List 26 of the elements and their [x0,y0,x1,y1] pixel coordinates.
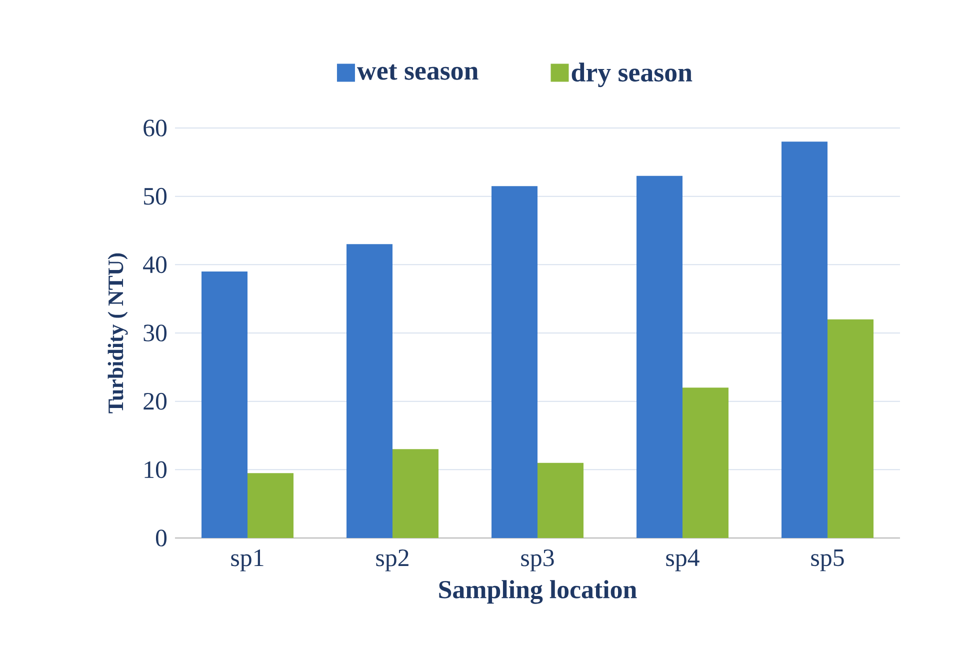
y-axis-title: Turbidity ( NTU) [108,253,128,414]
bar [682,388,729,538]
bar [492,186,538,538]
bar [782,142,828,538]
bar [636,176,683,538]
y-tick-label: 0 [156,530,167,546]
x-tick-label: sp1 [231,550,264,572]
y-tick-label: 20 [144,392,167,410]
y-tick-label: 10 [144,461,167,478]
x-tick-label: sp5 [811,550,844,572]
x-tick-label: sp3 [521,550,554,572]
y-tick-label: 50 [144,188,167,205]
x-tick-label: sp2 [376,550,408,572]
legend-label: dry season [572,62,692,88]
y-tick-label: 40 [143,256,167,274]
bar [828,319,874,538]
bar [346,244,393,538]
legend-label: wet season [357,64,478,80]
y-tick-label: 30 [144,324,167,342]
bar [392,449,439,538]
x-tick-label: sp4 [666,550,700,572]
bar [538,462,584,538]
bar [248,473,294,538]
x-axis-title: Sampling location [439,580,637,604]
y-tick-label: 60 [144,120,167,136]
bar [202,272,248,538]
